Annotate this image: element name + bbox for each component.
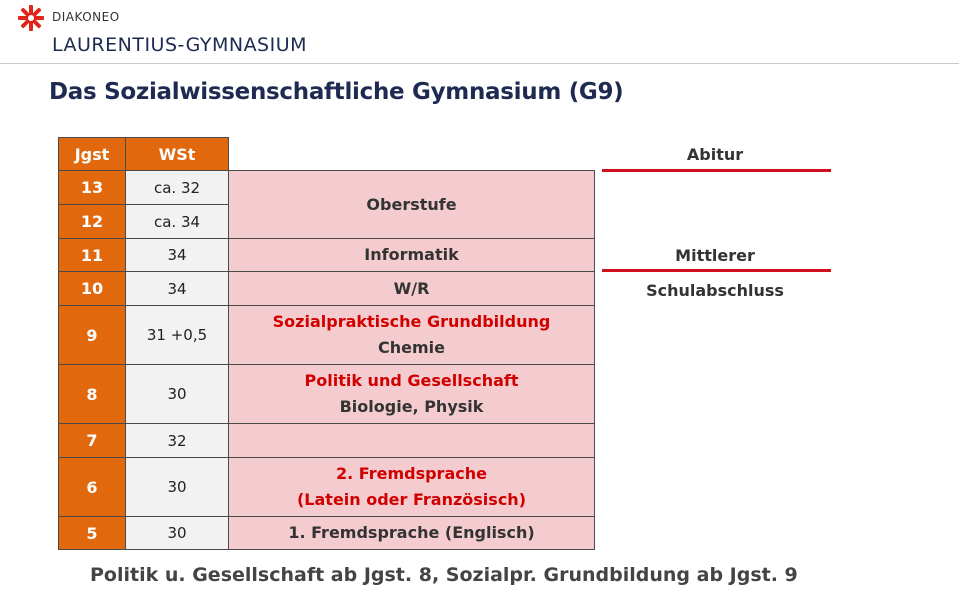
subject-new-red: Politik und Gesellschaft	[304, 371, 519, 390]
table-row: 10 34 W/R	[58, 271, 595, 306]
abitur-label: Abitur	[686, 145, 744, 164]
subject-new-red: Sozialpraktische Grundbildung	[272, 312, 551, 331]
subject-grade-8: Politik und Gesellschaft Biologie, Physi…	[228, 364, 595, 424]
subject-new-dark: Chemie	[378, 338, 445, 357]
page-title: Das Sozialwissenschaftliche Gymnasium (G…	[49, 79, 624, 105]
grade-cell: 10	[58, 271, 126, 306]
table-row: 13 ca. 32 Oberstufe	[58, 170, 595, 239]
mittlerer-line	[602, 269, 831, 272]
subject-grade-7-empty	[228, 423, 595, 458]
grade-cell: 6	[58, 457, 126, 517]
hours-cell: 30	[125, 516, 229, 550]
grade-cell: 11	[58, 238, 126, 272]
header: DIAKONEO LAURENTIUS-GYMNASIUM	[0, 0, 959, 63]
hours-cell: 31 +0,5	[125, 305, 229, 365]
grade-cell: 9	[58, 305, 126, 365]
mittlerer-label: Mittlerer	[675, 246, 755, 265]
school-name: LAURENTIUS-GYMNASIUM	[52, 34, 308, 56]
subject-new-red: (Latein oder Französisch)	[296, 490, 526, 509]
schulabschluss-label: Schulabschluss	[646, 281, 784, 300]
subject-oberstufe: Oberstufe	[228, 170, 595, 239]
hours-cell: 34	[125, 238, 229, 272]
hours-cell: ca. 34	[125, 204, 229, 239]
grade-cell: 7	[58, 423, 126, 458]
table-row: 5 30 1. Fremdsprache (Englisch)	[58, 516, 595, 550]
header-jgst: Jgst	[58, 137, 126, 171]
grade-table: Jgst WSt 13 ca. 32 Oberstufe 12 ca. 34 1…	[58, 137, 595, 550]
table-row: 7 32	[58, 423, 595, 458]
diakoneo-logo-icon	[18, 5, 44, 31]
table-row: 6 30 2. Fremdsprache (Latein oder Franzö…	[58, 457, 595, 517]
subject-new-red: 2. Fremdsprache	[336, 464, 487, 483]
hours-cell: 34	[125, 271, 229, 306]
header-divider	[0, 63, 959, 64]
subject-new-dark: Biologie, Physik	[339, 397, 484, 416]
table-row: 12 ca. 34	[58, 204, 595, 239]
hours-cell: 32	[125, 423, 229, 458]
abitur-line	[602, 169, 831, 172]
table-row: 9 31 +0,5 Sozialpraktische Grundbildung …	[58, 305, 595, 365]
subject-informatik: Informatik	[228, 238, 595, 272]
table-header-row: Jgst WSt	[58, 137, 595, 171]
subject-wr: W/R	[228, 271, 595, 306]
header-wst: WSt	[125, 137, 229, 171]
hours-cell: 30	[125, 457, 229, 517]
table-row: 8 30 Politik und Gesellschaft Biologie, …	[58, 364, 595, 424]
subject-grade-9: Sozialpraktische Grundbildung Chemie	[228, 305, 595, 365]
grade-cell: 12	[58, 204, 126, 239]
subject-grade-6: 2. Fremdsprache (Latein oder Französisch…	[228, 457, 595, 517]
grade-cell: 8	[58, 364, 126, 424]
grade-cell: 13	[58, 170, 126, 205]
hours-cell: ca. 32	[125, 170, 229, 205]
subject-grade-5: 1. Fremdsprache (Englisch)	[228, 516, 595, 550]
hours-cell: 30	[125, 364, 229, 424]
grade-cell: 5	[58, 516, 126, 550]
table-row: 11 34 Informatik	[58, 238, 595, 272]
brand-name: DIAKONEO	[52, 10, 120, 24]
footnote: Politik u. Gesellschaft ab Jgst. 8, Sozi…	[90, 564, 798, 586]
